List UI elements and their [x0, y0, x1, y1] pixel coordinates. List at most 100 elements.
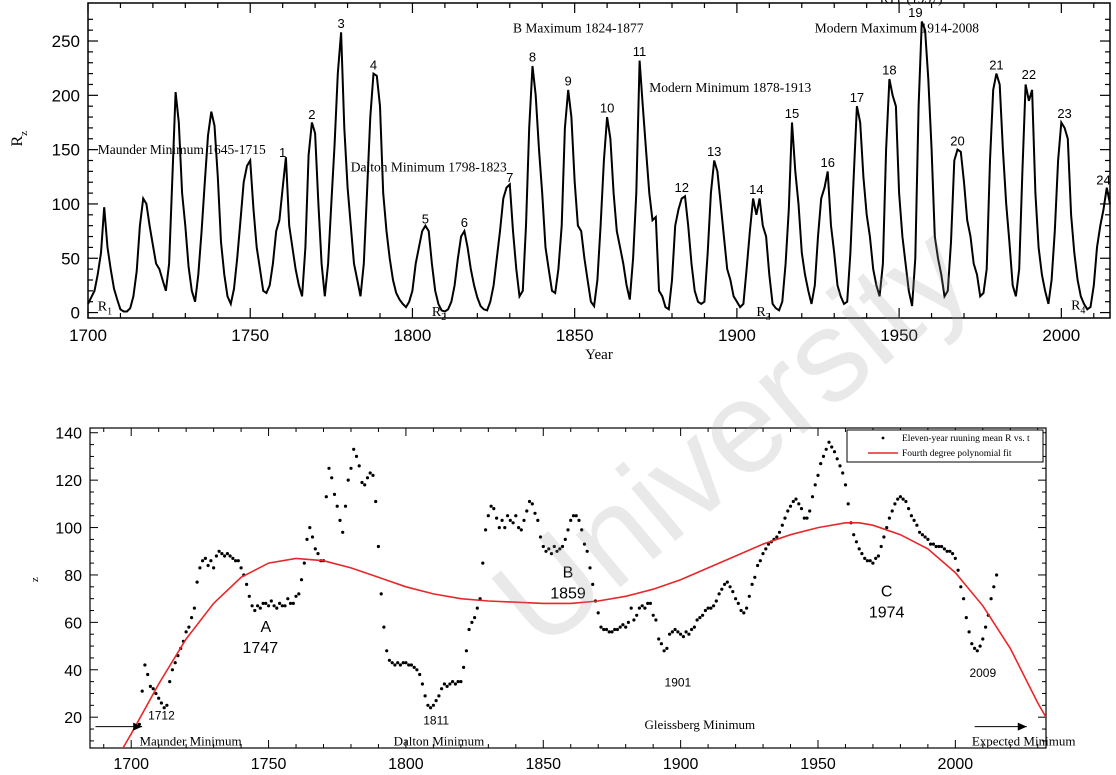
cycle-label-17: 17: [850, 90, 864, 105]
data-point: [783, 516, 787, 520]
data-point: [151, 687, 155, 691]
cycle-label-19: 19: [908, 5, 922, 20]
data-point: [294, 594, 298, 598]
data-point: [236, 559, 240, 563]
data-point: [857, 547, 861, 551]
bottom-annotation: A: [260, 619, 271, 636]
data-point: [371, 473, 375, 477]
data-point: [245, 582, 249, 587]
data-point: [618, 625, 622, 629]
cycle-label-9: 9: [565, 74, 572, 89]
data-point: [827, 440, 831, 444]
data-point: [698, 616, 702, 620]
top-y-tick-label: 250: [52, 32, 80, 51]
data-point: [734, 597, 738, 601]
data-point: [332, 492, 337, 496]
data-point: [940, 544, 944, 549]
data-point: [250, 604, 254, 608]
data-point: [308, 526, 312, 530]
bottom-annotation: Gleissberg Minimum: [645, 717, 756, 732]
data-point: [643, 606, 647, 610]
data-point: [607, 630, 611, 634]
maunder-arrow-head: [133, 722, 143, 731]
data-point: [821, 454, 826, 458]
data-point: [624, 625, 628, 629]
bottom-y-tick-label: 120: [55, 473, 82, 490]
data-point: [280, 604, 284, 608]
data-point: [517, 526, 521, 530]
data-point: [214, 554, 218, 558]
cycle-label-10: 10: [600, 101, 614, 116]
data-point: [756, 563, 760, 568]
data-point: [989, 597, 993, 601]
data-point: [536, 518, 540, 523]
data-point: [846, 502, 850, 506]
top-x-tick-label: 1850: [556, 326, 594, 345]
bottom-x-tick-label: 1900: [663, 756, 699, 773]
bottom-y-axis-label: z: [29, 577, 41, 582]
r-label-main: R: [756, 305, 766, 320]
data-point: [948, 549, 952, 553]
data-point: [673, 627, 677, 632]
data-point: [159, 701, 163, 705]
data-point: [148, 684, 152, 689]
data-point: [291, 601, 295, 606]
data-point: [258, 606, 262, 610]
data-point: [387, 658, 391, 662]
data-point: [799, 507, 804, 511]
data-point: [788, 504, 793, 508]
data-point: [247, 594, 251, 598]
data-point: [234, 559, 238, 563]
data-point: [621, 623, 625, 627]
data-point: [335, 504, 339, 508]
data-point: [495, 516, 499, 520]
data-point: [777, 530, 782, 534]
data-point: [995, 573, 999, 577]
data-point: [670, 630, 675, 634]
data-point: [901, 497, 905, 501]
bottom-x-tick-label: 1800: [388, 756, 424, 773]
data-point: [267, 604, 271, 608]
cycle-label-22: 22: [1022, 67, 1036, 82]
data-point: [560, 544, 565, 549]
data-point: [451, 680, 455, 684]
bottom-x-tick-label: 2000: [938, 756, 974, 773]
cycle-label-16: 16: [820, 155, 834, 170]
data-point: [278, 601, 282, 606]
data-point: [338, 518, 342, 523]
data-point: [937, 544, 941, 549]
data-point: [475, 606, 479, 610]
top-x-tick-label: 1900: [718, 326, 756, 345]
bottom-annotation: 1901: [665, 675, 692, 689]
data-point: [637, 606, 642, 610]
data-point: [538, 535, 543, 539]
data-point: [794, 497, 798, 501]
data-point: [750, 582, 754, 587]
data-point: [341, 530, 345, 534]
data-point: [898, 495, 903, 499]
data-point: [374, 499, 378, 504]
data-point: [681, 635, 686, 639]
cycle-label-20: 20: [950, 133, 964, 148]
data-point: [269, 599, 273, 603]
data-point: [481, 561, 485, 565]
data-point: [574, 514, 578, 518]
r-label: R1: [98, 299, 112, 317]
data-point: [668, 632, 672, 636]
data-point: [434, 699, 438, 703]
data-point: [665, 646, 669, 651]
data-point: [904, 499, 908, 504]
data-point: [838, 464, 842, 468]
data-point: [805, 516, 809, 520]
data-point: [813, 483, 817, 487]
data-point: [506, 514, 510, 518]
data-point: [154, 691, 158, 696]
data-point: [429, 706, 433, 710]
data-point: [165, 703, 169, 707]
data-point: [256, 604, 260, 608]
bottom-chart-frame: [89, 427, 1047, 749]
top-y-tick-label: 100: [52, 195, 80, 214]
data-point: [964, 616, 968, 620]
data-point: [489, 504, 493, 508]
data-point: [613, 627, 617, 632]
